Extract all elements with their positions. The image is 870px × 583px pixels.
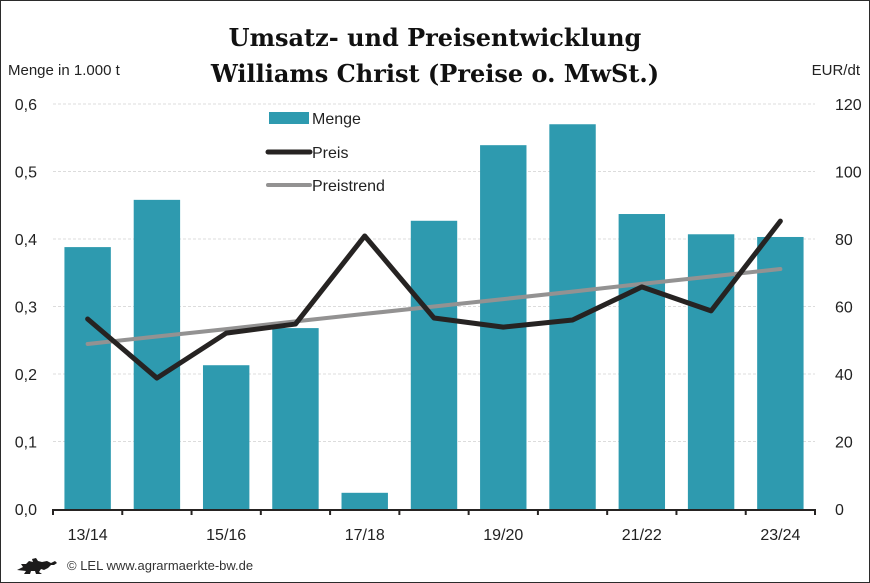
chart-title: Umsatz- und Preisentwicklung [229,23,642,52]
footer: © LEL www.agrarmaerkte-bw.de [17,558,253,574]
y-axis-left: 0,0 0,1 0,2 0,3 0,4 0,5 0,6 [15,97,37,519]
y-right-tick-label: 120 [835,97,862,114]
y-right-tick-label: 100 [835,165,862,182]
x-tick-label: 23/24 [760,527,800,544]
bar-16-17 [272,328,319,509]
x-tick-label: 15/16 [206,527,246,544]
bar-18-19 [410,220,458,509]
x-tick-label: 17/18 [345,527,385,544]
y-left-tick-label: 0,6 [15,97,37,114]
lines-group [85,218,783,381]
y-left-tick-label: 0,0 [15,502,37,519]
y-right-tick-label: 40 [835,367,853,384]
y-right-tick-label: 60 [835,300,853,317]
lion-emblem-icon [17,558,57,574]
bar-20-21 [549,124,596,509]
legend-label-preis: Preis [312,145,348,162]
legend-label-menge: Menge [312,111,361,128]
y-left-tick-label: 0,5 [15,165,37,182]
legend-swatch-menge [269,112,309,124]
y-right-tick-label: 0 [835,502,844,519]
legend: Menge Preis Preistrend [265,111,385,195]
x-axis: 13/14 15/16 17/18 19/20 21/22 23/24 [52,509,816,544]
left-axis-label: Menge in 1.000 t [8,62,121,79]
y-axis-right: 0 20 40 60 80 100 120 [835,97,862,519]
x-tick-label: 19/20 [483,527,523,544]
y-left-tick-label: 0,1 [15,435,37,452]
bar-15-16 [202,365,250,509]
bars-menge [64,124,804,510]
y-right-tick-label: 20 [835,435,853,452]
y-right-tick-label: 80 [835,232,853,249]
bar-23-24 [757,236,804,509]
bar-13-14 [64,247,111,509]
y-left-tick-label: 0,4 [15,232,37,249]
bar-21-22 [618,214,666,509]
y-left-tick-label: 0,3 [15,300,37,317]
footer-credit: © LEL www.agrarmaerkte-bw.de [67,558,253,573]
chart-subtitle: Williams Christ (Preise o. MwSt.) [210,59,659,88]
y-left-tick-label: 0,2 [15,367,37,384]
x-tick-label: 21/22 [622,527,662,544]
x-tick-label: 13/14 [68,527,108,544]
legend-label-preistrend: Preistrend [312,178,385,195]
bar-17-18 [341,492,388,509]
line-preistrend [85,267,783,346]
bar-14-15 [133,199,181,509]
right-axis-label: EUR/dt [812,62,861,79]
